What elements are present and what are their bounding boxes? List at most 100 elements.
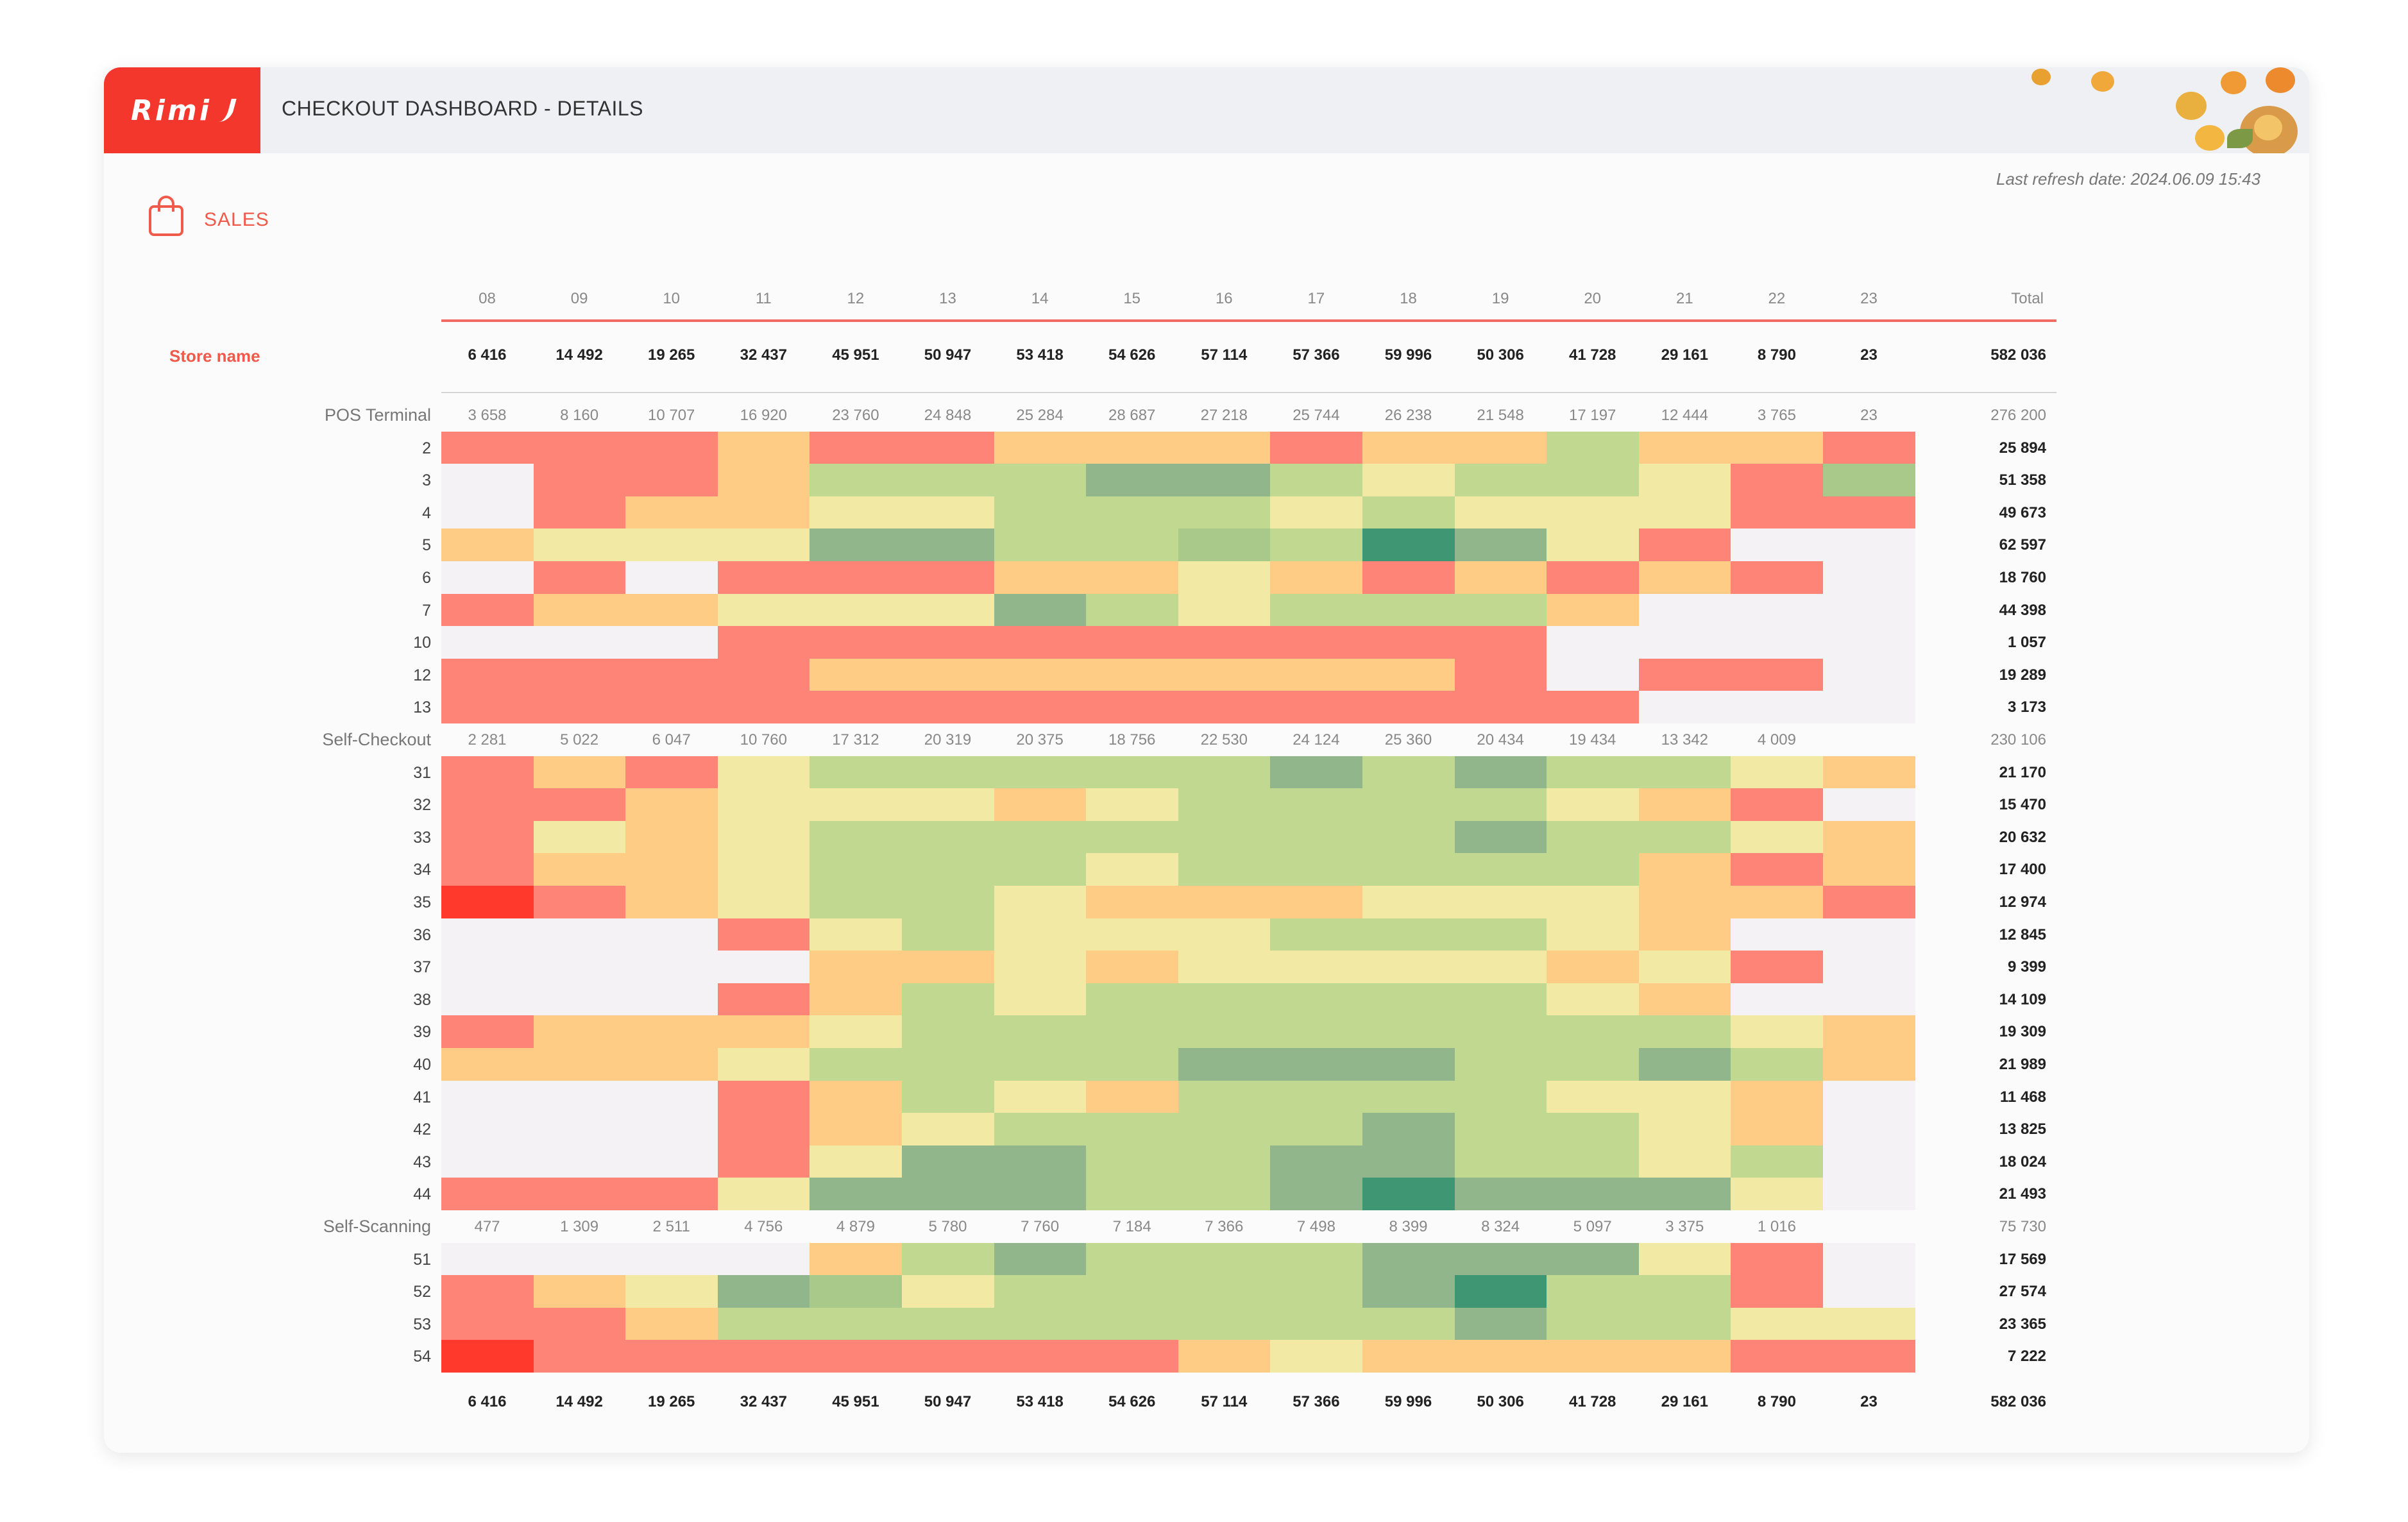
heatmap-cell[interactable] [717, 853, 810, 886]
heatmap-cell[interactable] [441, 918, 534, 951]
row-label-terminal[interactable]: 35 [413, 893, 431, 911]
heatmap-cell[interactable] [1731, 1113, 1824, 1146]
heatmap-cell[interactable] [625, 1242, 718, 1276]
heatmap-cell[interactable] [1638, 658, 1731, 691]
heatmap-cell[interactable] [810, 1015, 903, 1049]
heatmap-cell[interactable] [1823, 496, 1915, 529]
heatmap-cell[interactable] [1547, 593, 1640, 627]
heatmap-cell[interactable] [1086, 431, 1179, 464]
column-header-hour[interactable]: 14 [1031, 290, 1049, 307]
heatmap-cell[interactable] [625, 1048, 718, 1081]
heatmap-cell[interactable] [1454, 918, 1547, 951]
heatmap-cell[interactable] [625, 1113, 718, 1146]
heatmap-cell[interactable] [1178, 1275, 1271, 1308]
heatmap-cell[interactable] [1638, 593, 1731, 627]
heatmap-cell[interactable] [1086, 1080, 1179, 1113]
heatmap-cell[interactable] [1454, 691, 1547, 724]
heatmap-cell[interactable] [441, 691, 534, 724]
heatmap-cell[interactable] [1178, 561, 1271, 594]
heatmap-cell[interactable] [1731, 528, 1824, 562]
heatmap-cell[interactable] [994, 756, 1087, 789]
row-label-terminal[interactable]: 10 [413, 634, 431, 652]
column-header-total[interactable]: Total [2011, 290, 2044, 307]
heatmap-cell[interactable] [1823, 918, 1915, 951]
column-header-hour[interactable]: 10 [663, 290, 681, 307]
heatmap-cell[interactable] [1086, 658, 1179, 691]
heatmap-cell[interactable] [1823, 788, 1915, 822]
heatmap-cell[interactable] [625, 528, 718, 562]
heatmap-cell[interactable] [1731, 1015, 1824, 1049]
heatmap-cell[interactable] [1362, 528, 1455, 562]
heatmap-cell[interactable] [1178, 1080, 1271, 1113]
heatmap-cell[interactable] [717, 626, 810, 659]
heatmap-cell[interactable] [717, 951, 810, 984]
heatmap-cell[interactable] [810, 561, 903, 594]
heatmap-cell[interactable] [994, 853, 1087, 886]
heatmap-cell[interactable] [1362, 983, 1455, 1016]
heatmap-cell[interactable] [717, 691, 810, 724]
heatmap-cell[interactable] [1638, 918, 1731, 951]
heatmap-cell[interactable] [1454, 1242, 1547, 1276]
heatmap-cell[interactable] [1454, 658, 1547, 691]
heatmap-cell[interactable] [1638, 626, 1731, 659]
row-label-terminal[interactable]: 7 [422, 601, 431, 620]
heatmap-cell[interactable] [441, 431, 534, 464]
heatmap-cell[interactable] [625, 691, 718, 724]
heatmap-cell[interactable] [1638, 1048, 1731, 1081]
heatmap-cell[interactable] [1178, 951, 1271, 984]
heatmap-cell[interactable] [441, 853, 534, 886]
heatmap-cell[interactable] [810, 951, 903, 984]
heatmap-cell[interactable] [717, 820, 810, 854]
heatmap-cell[interactable] [1178, 983, 1271, 1016]
heatmap-cell[interactable] [717, 788, 810, 822]
heatmap-cell[interactable] [1362, 691, 1455, 724]
heatmap-cell[interactable] [717, 983, 810, 1016]
heatmap-cell[interactable] [1823, 1340, 1915, 1373]
heatmap-cell[interactable] [1547, 496, 1640, 529]
heatmap-cell[interactable] [994, 918, 1087, 951]
heatmap-cell[interactable] [1547, 820, 1640, 854]
heatmap-cell[interactable] [1086, 593, 1179, 627]
heatmap-cell[interactable] [1454, 756, 1547, 789]
heatmap-cell[interactable] [1547, 788, 1640, 822]
heatmap-cell[interactable] [1547, 1178, 1640, 1211]
heatmap-cell[interactable] [1086, 788, 1179, 822]
heatmap-cell[interactable] [994, 1015, 1087, 1049]
heatmap-cell[interactable] [810, 1048, 903, 1081]
heatmap-cell[interactable] [441, 983, 534, 1016]
heatmap-cell[interactable] [1178, 1178, 1271, 1211]
heatmap-cell[interactable] [441, 820, 534, 854]
heatmap-cell[interactable] [1086, 1340, 1179, 1373]
heatmap-cell[interactable] [1178, 528, 1271, 562]
heatmap-cell[interactable] [1454, 1145, 1547, 1178]
row-label-terminal[interactable]: 51 [413, 1250, 431, 1269]
heatmap-cell[interactable] [994, 528, 1087, 562]
row-label-terminal[interactable]: 32 [413, 796, 431, 815]
heatmap-cell[interactable] [1454, 496, 1547, 529]
heatmap-cell[interactable] [533, 853, 626, 886]
heatmap-cell[interactable] [1638, 1113, 1731, 1146]
heatmap-cell[interactable] [810, 820, 903, 854]
column-header-hour[interactable]: 08 [479, 290, 496, 307]
heatmap-cell[interactable] [1547, 951, 1640, 984]
heatmap-cell[interactable] [1823, 561, 1915, 594]
heatmap-cell[interactable] [441, 658, 534, 691]
heatmap-cell[interactable] [1547, 691, 1640, 724]
heatmap-cell[interactable] [1086, 1015, 1179, 1049]
heatmap-cell[interactable] [810, 788, 903, 822]
heatmap-cell[interactable] [994, 431, 1087, 464]
heatmap-cell[interactable] [1270, 1048, 1363, 1081]
heatmap-cell[interactable] [1362, 1242, 1455, 1276]
heatmap-cell[interactable] [1362, 886, 1455, 918]
heatmap-cell[interactable] [1731, 1178, 1824, 1211]
heatmap-cell[interactable] [717, 464, 810, 497]
heatmap-cell[interactable] [810, 1178, 903, 1211]
heatmap-cell[interactable] [1731, 593, 1824, 627]
heatmap-cell[interactable] [1731, 951, 1824, 984]
heatmap-cell[interactable] [1454, 853, 1547, 886]
heatmap-cell[interactable] [810, 1145, 903, 1178]
heatmap-cell[interactable] [1454, 1307, 1547, 1340]
row-label-terminal[interactable]: 6 [422, 569, 431, 587]
heatmap-cell[interactable] [1086, 1178, 1179, 1211]
heatmap-cell[interactable] [533, 983, 626, 1016]
